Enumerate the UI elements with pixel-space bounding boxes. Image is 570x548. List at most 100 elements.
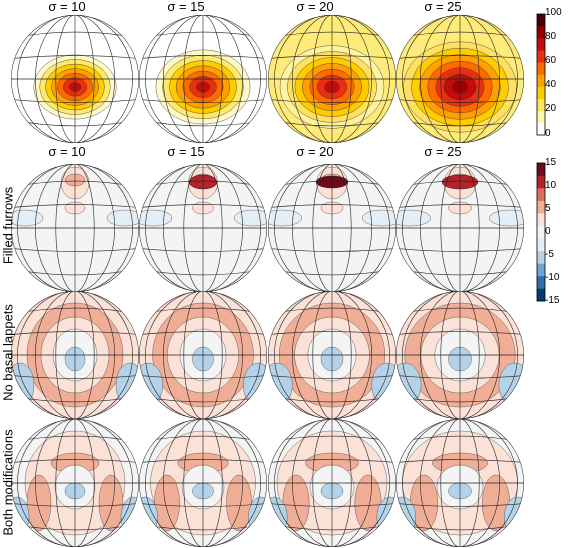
meridian-line [292, 291, 372, 419]
meridian-line [292, 15, 372, 143]
difference-panel [139, 419, 267, 547]
colorbar-frame [536, 13, 546, 136]
meridian-line [17, 15, 133, 143]
contour-band [504, 496, 524, 538]
colorbar-swatch [537, 275, 545, 289]
meridian-line [35, 419, 115, 547]
meridian-line [35, 15, 115, 143]
difference-panel [268, 419, 396, 547]
meridian-line [420, 15, 500, 143]
meridian-line [35, 291, 115, 419]
meridian-line [55, 291, 95, 419]
colorbar-diff-tick: -15 [545, 295, 560, 306]
meridian-line [312, 15, 352, 143]
difference-panel [396, 419, 524, 547]
meridian-line [55, 419, 95, 547]
colorbar-swatch [537, 250, 545, 264]
meridian-line [440, 419, 480, 547]
meridian-line [402, 419, 518, 547]
contour-band [98, 474, 124, 532]
column-title-sigma-20: σ = 20 [296, 0, 334, 14]
contour-band [11, 209, 44, 227]
contour-band [362, 209, 396, 227]
colorbar-swatch [537, 26, 545, 39]
contour-band [498, 362, 524, 408]
contour-band [120, 496, 139, 538]
colorbar-swatch [537, 74, 545, 87]
colorbar-swatch [537, 98, 545, 112]
colorbar-swatch [537, 38, 545, 51]
meridian-line [163, 291, 243, 419]
meridian-line [183, 291, 223, 419]
column-title-sigma-10: σ = 10 [48, 0, 86, 14]
colorbar-swatch [537, 213, 545, 227]
meridian-line [440, 291, 480, 419]
meridian-line [17, 291, 133, 419]
meridian-line [274, 15, 390, 143]
colorbar-diff-tick: 0 [545, 226, 551, 237]
meridian-line [163, 419, 243, 547]
contour-band [268, 362, 293, 408]
meridian-line [145, 291, 261, 419]
colorbar-top-tick: 0 [545, 128, 551, 139]
meridian-line [35, 164, 115, 292]
contour-band [268, 209, 303, 227]
difference-panel [139, 291, 267, 419]
column-title-sigma-25: σ = 25 [424, 0, 462, 14]
meridian-line [312, 164, 352, 292]
meridian-line [17, 164, 133, 292]
colorbar-swatch [537, 110, 545, 124]
contour-band [489, 209, 524, 227]
contour-band [106, 209, 139, 227]
difference-panel [139, 164, 267, 292]
colorbar-top [536, 13, 546, 136]
colorbar-top-tick: 80 [545, 31, 557, 42]
contour-band [226, 474, 252, 532]
colorbar-swatch [537, 175, 545, 189]
meridian-line [145, 419, 261, 547]
column-title-sigma-25-row2: σ = 25 [424, 144, 462, 159]
column-title-sigma-15: σ = 15 [167, 0, 205, 14]
colorbar-swatch [537, 225, 545, 239]
meridian-line [17, 419, 133, 547]
colorbar-swatch [537, 86, 545, 99]
colorbar-swatch [537, 50, 545, 63]
meridian-line [163, 164, 243, 292]
meridian-line [312, 419, 352, 547]
meridian-line [402, 164, 518, 292]
colorbar-diff-tick: 15 [545, 157, 557, 168]
globe-panel [268, 15, 396, 143]
globe-panel [139, 15, 267, 143]
meridian-line [420, 164, 500, 292]
contour-band [233, 209, 267, 227]
contour-band [115, 362, 139, 408]
meridian-line [274, 164, 390, 292]
column-title-sigma-10-row2: σ = 10 [48, 144, 86, 159]
meridian-line [402, 291, 518, 419]
colorbar-swatch [537, 263, 545, 277]
globe-panel [11, 15, 139, 143]
meridian-line [183, 15, 223, 143]
colorbar-top-tick: 40 [545, 79, 557, 90]
meridian-line [292, 164, 372, 292]
contour-band [139, 209, 173, 227]
meridian-line [440, 164, 480, 292]
colorbar-swatch [537, 62, 545, 75]
contour-band [154, 474, 180, 532]
colorbar-swatch [537, 14, 545, 27]
difference-panel [396, 164, 524, 292]
meridian-line [145, 164, 261, 292]
colorbar-diff-tick: -5 [545, 249, 554, 260]
meridian-line [440, 15, 480, 143]
meridian-line [292, 419, 372, 547]
colorbar-swatch [537, 238, 545, 252]
colorbar-swatch [537, 200, 545, 214]
meridian-line [183, 164, 223, 292]
meridian-line [274, 419, 390, 547]
meridian-line [163, 15, 243, 143]
meridian-line [55, 164, 95, 292]
meridian-line [145, 15, 261, 143]
colorbar-swatch [537, 288, 545, 302]
row-label-filled-furrows: Filled furrows [0, 186, 16, 265]
